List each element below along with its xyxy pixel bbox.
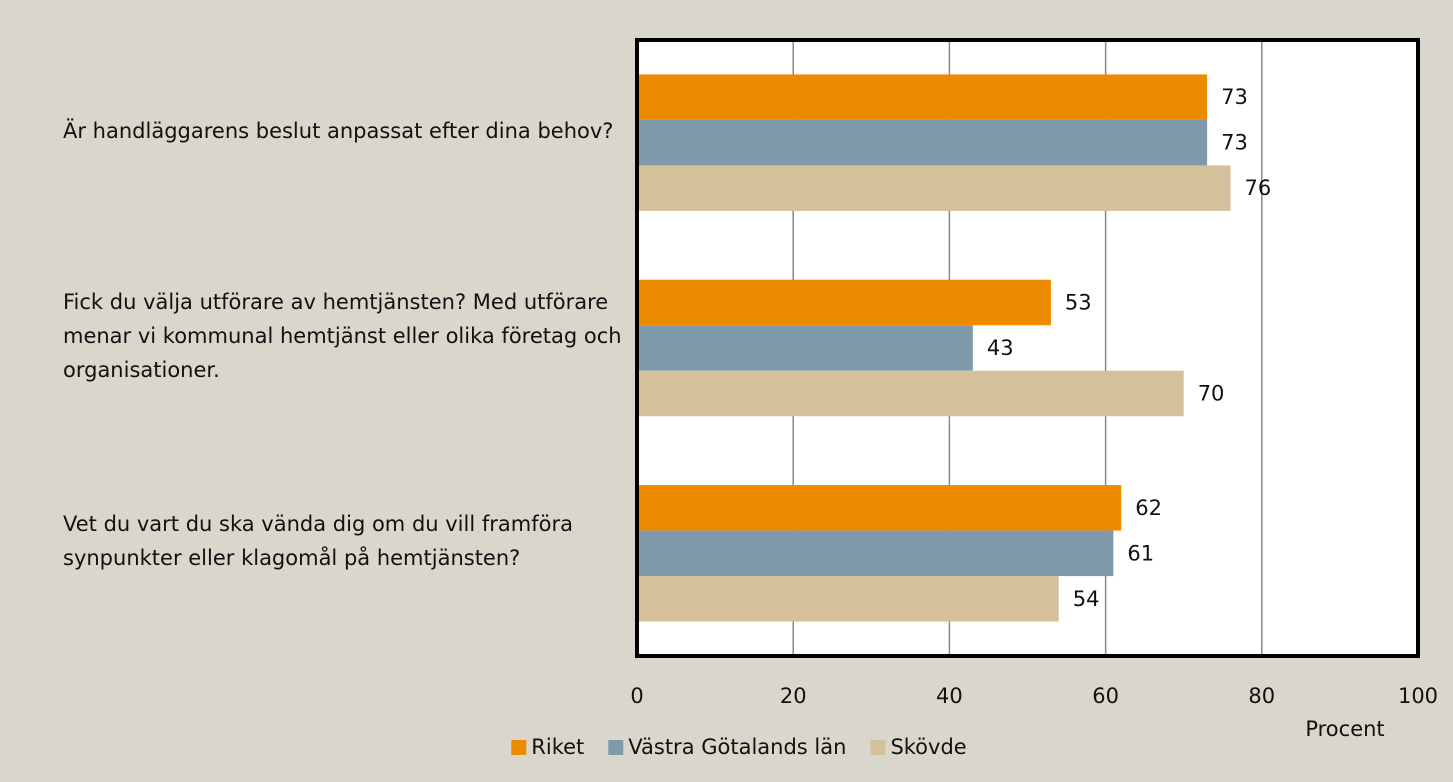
data-label: 54: [1073, 587, 1100, 611]
bar: [637, 370, 1184, 417]
x-tick-label: 20: [780, 684, 807, 708]
data-label: 62: [1135, 496, 1162, 520]
data-label: 43: [987, 336, 1014, 360]
bar: [637, 325, 973, 371]
data-label: 61: [1127, 541, 1154, 565]
legend-label: Skövde: [890, 735, 966, 759]
legend-label: Riket: [531, 735, 584, 759]
legend-label: Västra Götalands län: [628, 735, 846, 759]
data-label: 53: [1065, 291, 1092, 315]
x-tick-label: 40: [936, 684, 963, 708]
bar: [637, 530, 1114, 577]
data-label: 73: [1221, 131, 1248, 155]
x-axis-label: Procent: [1305, 717, 1384, 741]
bar: [637, 576, 1059, 622]
data-label: 73: [1221, 85, 1248, 109]
legend-swatch: [608, 740, 624, 755]
bar: [637, 119, 1208, 166]
bar: [637, 165, 1231, 211]
x-tick-label: 100: [1398, 684, 1438, 708]
category-label: Vet du vart du ska vända dig om du vill …: [63, 512, 573, 571]
bar: [637, 74, 1208, 120]
bar: [637, 485, 1122, 531]
category-label: Fick du välja utförare av hemtjänsten? M…: [63, 290, 622, 382]
data-label: 70: [1198, 382, 1225, 406]
category-label: Är handläggarens beslut anpassat efter d…: [63, 118, 614, 143]
x-tick-label: 60: [1092, 684, 1119, 708]
legend-swatch: [870, 740, 886, 755]
legend-swatch: [511, 740, 527, 755]
x-tick-label: 80: [1248, 684, 1275, 708]
x-tick-label: 0: [630, 684, 643, 708]
bar: [637, 279, 1051, 326]
plot-border: [635, 38, 1420, 658]
data-label: 76: [1245, 176, 1272, 200]
